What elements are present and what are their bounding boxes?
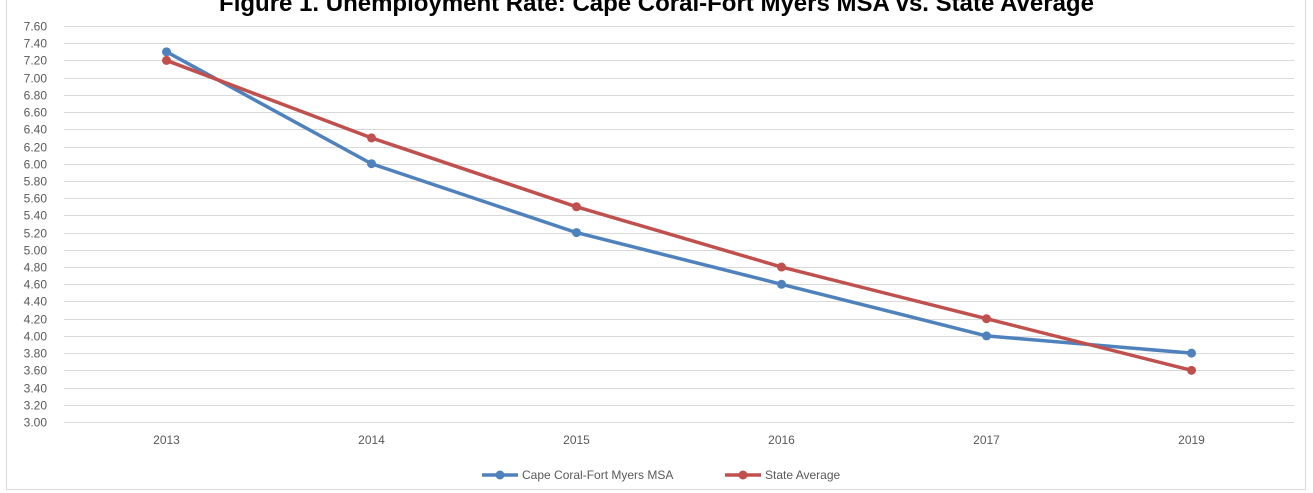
x-tick-label: 2013: [153, 433, 180, 447]
data-point: [572, 228, 581, 238]
legend-item: Cape Coral-Fort Myers MSA: [482, 468, 673, 482]
y-tick-label: 3.00: [24, 416, 48, 430]
y-tick-label: 7.00: [24, 72, 48, 86]
y-tick-label: 5.80: [24, 175, 48, 189]
legend-label: Cape Coral-Fort Myers MSA: [522, 468, 673, 482]
y-tick-label: 6.20: [24, 141, 48, 155]
data-point: [1187, 365, 1196, 375]
legend-marker: [495, 470, 505, 480]
data-point: [777, 279, 786, 289]
series-1: [162, 47, 1196, 358]
y-tick-label: 5.20: [24, 227, 48, 241]
x-tick-label: 2017: [973, 433, 1000, 447]
y-tick-label: 3.20: [24, 399, 48, 413]
y-axis-tick-labels: 3.00 3.20 3.40 3.60 3.80 4.00 4.20 4.40 4.60 4.80…: [24, 20, 48, 430]
gridlines: [64, 26, 1294, 423]
y-tick-label: 6.00: [24, 158, 48, 172]
y-tick-label: 4.40: [24, 295, 48, 309]
legend: Cape Coral-Fort Myers MSA State Average: [482, 468, 840, 482]
data-point: [982, 331, 991, 341]
data-point: [777, 262, 786, 272]
series-group: [162, 47, 1196, 375]
y-tick-label: 3.40: [24, 382, 48, 396]
y-tick-label: 4.00: [24, 330, 48, 344]
y-tick-label: 7.20: [24, 54, 48, 68]
data-point: [162, 55, 171, 65]
x-tick-label: 2016: [768, 433, 795, 447]
legend-item: State Average: [725, 468, 840, 482]
series-2: [162, 55, 1196, 375]
data-point: [982, 314, 991, 324]
x-tick-label: 2015: [563, 433, 590, 447]
y-tick-label: 7.40: [24, 37, 48, 51]
y-tick-label: 6.80: [24, 89, 48, 103]
data-point: [367, 159, 376, 169]
data-point: [1187, 348, 1196, 358]
y-tick-label: 5.00: [24, 244, 48, 258]
y-tick-label: 4.60: [24, 278, 48, 292]
y-tick-label: 3.60: [24, 364, 48, 378]
x-tick-label: 2014: [358, 433, 385, 447]
y-tick-label: 5.60: [24, 192, 48, 206]
y-tick-label: 7.60: [24, 20, 48, 34]
y-tick-label: 5.40: [24, 209, 48, 223]
x-tick-label: 2019: [1178, 433, 1205, 447]
y-tick-label: 4.20: [24, 313, 48, 327]
legend-label: State Average: [765, 468, 840, 482]
y-tick-label: 6.60: [24, 106, 48, 120]
x-axis-tick-labels: 2013 2014 2015 2016 2017 2019: [153, 433, 1205, 447]
data-point: [367, 133, 376, 143]
y-tick-label: 4.80: [24, 261, 48, 275]
chart-title: Figure 1. Unemployment Rate: Cape Coral-…: [219, 0, 1094, 17]
y-tick-label: 6.40: [24, 123, 48, 137]
series-line: [164, 50, 1194, 355]
y-tick-label: 3.80: [24, 347, 48, 361]
series-line: [164, 58, 1194, 373]
data-point: [572, 202, 581, 212]
data-point: [162, 47, 171, 57]
legend-marker: [738, 470, 748, 480]
